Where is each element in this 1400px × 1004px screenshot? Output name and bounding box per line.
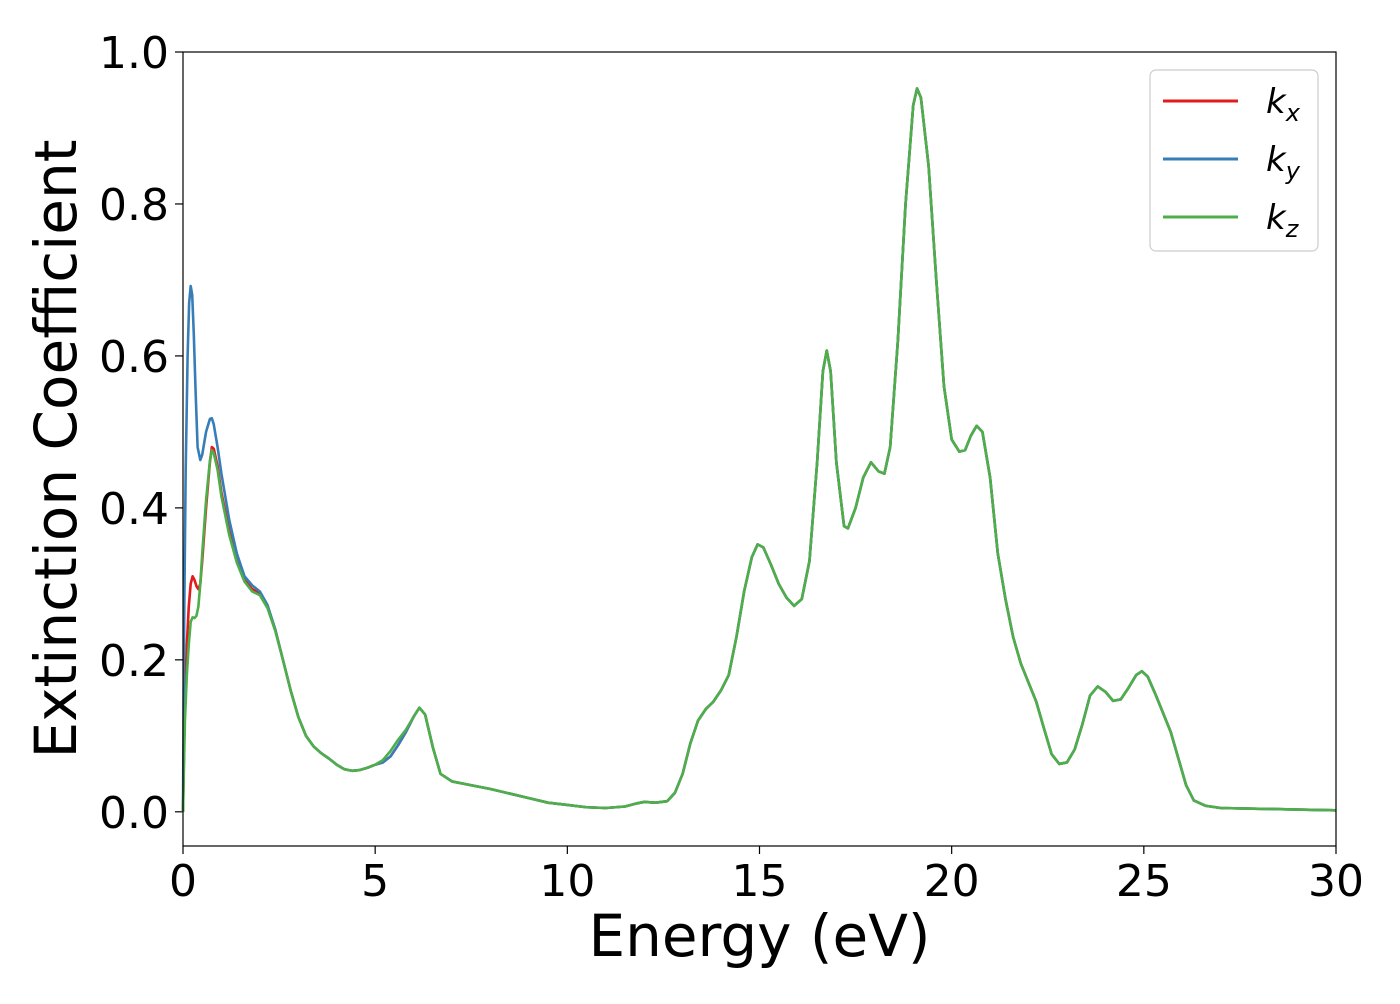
legend-label-x: kx bbox=[1266, 82, 1301, 127]
x-tick-label: 5 bbox=[361, 856, 389, 907]
legend-label-base: k bbox=[1266, 82, 1287, 122]
legend-label-base: k bbox=[1266, 198, 1287, 238]
legend-label-subscript: z bbox=[1285, 215, 1300, 243]
series-line-z bbox=[181, 87, 1337, 812]
legend-label-subscript: y bbox=[1285, 157, 1301, 185]
y-tick-label: 0.8 bbox=[99, 180, 169, 231]
x-axis-ticks: 0 5 10 15 20 25 30 bbox=[169, 846, 1364, 907]
legend-label-base: k bbox=[1266, 140, 1287, 180]
y-tick-label: 0.2 bbox=[99, 636, 169, 687]
x-tick-label: 25 bbox=[1116, 856, 1172, 907]
x-tick-label: 15 bbox=[732, 856, 788, 907]
y-tick-label: 0.4 bbox=[99, 484, 169, 535]
legend-label-z: kz bbox=[1266, 198, 1300, 243]
x-tick-label: 0 bbox=[169, 856, 197, 907]
y-tick-label: 0.0 bbox=[99, 788, 169, 839]
plot-frame bbox=[182, 51, 1337, 847]
x-tick-label: 10 bbox=[539, 856, 595, 907]
y-tick-label: 1.0 bbox=[99, 28, 169, 79]
x-axis-label: Energy (eV) bbox=[588, 902, 930, 970]
y-axis-ticks: 0.0 0.2 0.4 0.6 0.8 1.0 bbox=[99, 28, 183, 839]
x-tick-label: 20 bbox=[924, 856, 980, 907]
y-axis-label: Extinction Coefficient bbox=[22, 140, 90, 759]
legend-label-y: ky bbox=[1266, 140, 1301, 185]
x-tick-label: 30 bbox=[1308, 856, 1364, 907]
legend-label-subscript: x bbox=[1285, 99, 1301, 127]
y-tick-label: 0.6 bbox=[99, 332, 169, 383]
plot-lines bbox=[181, 87, 1337, 812]
